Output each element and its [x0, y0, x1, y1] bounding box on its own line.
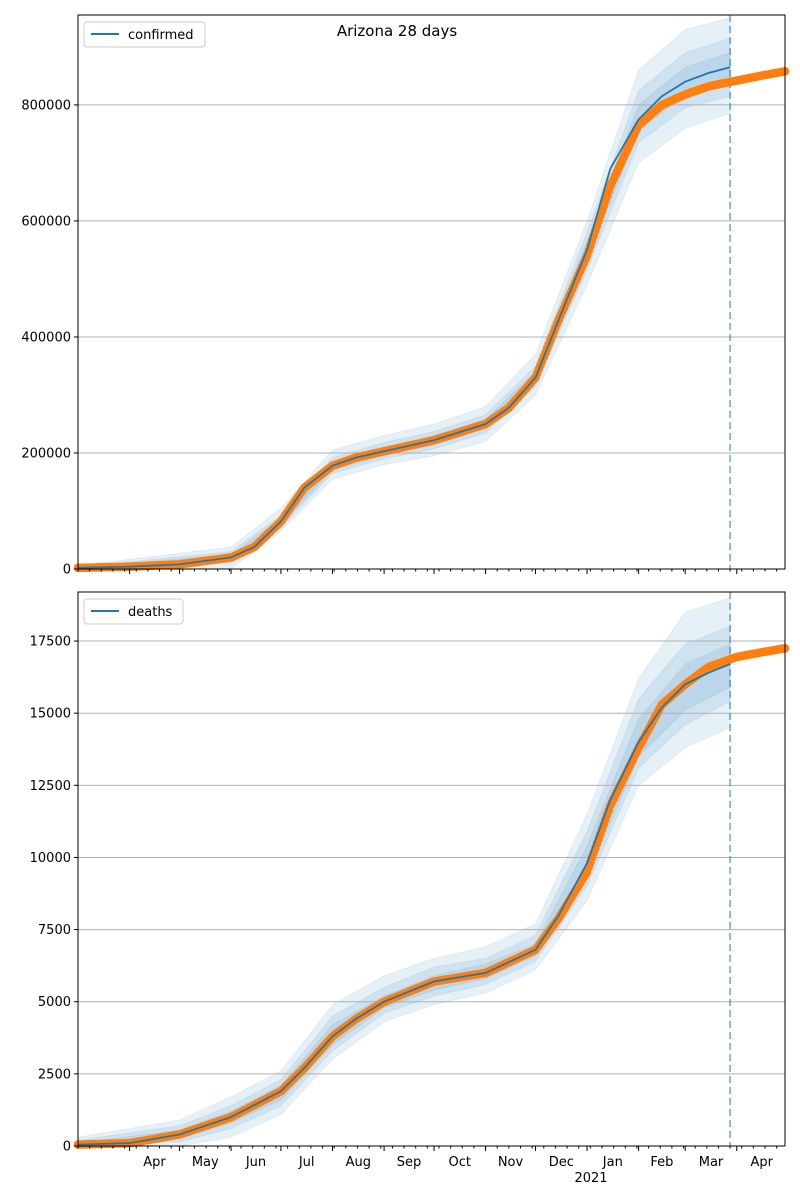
confirmed-gridlines — [78, 104, 785, 570]
y-tick-label: 800000 — [21, 98, 71, 113]
uncertainty-band-2 — [77, 643, 731, 1146]
x-tick-label: Feb — [650, 1155, 673, 1170]
uncertainty-band-0 — [77, 17, 731, 570]
y-tick-label: 15000 — [30, 707, 71, 722]
y-tick-label: 10000 — [30, 851, 71, 866]
confirmed-axes-frame — [77, 14, 786, 570]
deaths-x-ticks: Apr May Jun Jul Aug Sep Oct Nov Dec Jan Feb Mar Apr — [77, 1146, 778, 1170]
x-tick-label: Jan — [602, 1155, 623, 1170]
y-tick-label: 7500 — [38, 923, 71, 938]
deaths-axes-frame — [77, 591, 786, 1147]
legend-label: confirmed — [128, 28, 194, 43]
uncertainty-band-1 — [77, 37, 731, 569]
confirmed-legend: confirmed — [83, 21, 206, 48]
y-tick-label: 17500 — [30, 635, 71, 650]
deaths-y-ticks: 0 2500 5000 7500 10000 12500 15000 17500 — [30, 635, 78, 1155]
y-tick-label: 400000 — [21, 330, 71, 345]
legend-label: deaths — [128, 605, 173, 620]
confirmed-uncertainty-bands — [77, 17, 731, 570]
x-tick-label: Apr — [750, 1155, 773, 1170]
legend-box — [83, 21, 206, 48]
x-tick-label: May — [192, 1155, 219, 1170]
y-tick-label: 12500 — [30, 779, 71, 794]
legend-box — [83, 598, 184, 625]
series-line-confirmed — [77, 66, 731, 569]
confirmed-observed-points — [73, 67, 790, 573]
confirmed-x-ticks — [77, 569, 778, 574]
figure-title: Arizona 28 days — [337, 22, 458, 40]
deaths-legend: deaths — [83, 598, 184, 625]
deaths-model-line — [77, 663, 731, 1146]
confirmed-y-ticks: 0 200000 400000 600000 800000 — [21, 98, 78, 578]
confirmed-model-line — [77, 66, 731, 569]
x-tick-label: Jul — [298, 1155, 315, 1170]
x-tick-label: Apr — [143, 1155, 166, 1170]
x-tick-label: Nov — [498, 1155, 524, 1170]
y-tick-label: 0 — [63, 1140, 71, 1155]
uncertainty-band-0 — [77, 597, 731, 1147]
y-tick-label: 200000 — [21, 446, 71, 461]
y-tick-label: 5000 — [38, 995, 71, 1010]
x-tick-label: Dec — [549, 1155, 574, 1170]
series-line-deaths — [77, 663, 731, 1146]
x-tick-label: Aug — [346, 1155, 371, 1170]
deaths-panel: 0 2500 5000 7500 10000 12500 15000 17500 Apr May… — [30, 591, 790, 1186]
x-tick-label: Mar — [699, 1155, 724, 1170]
y-tick-label: 0 — [63, 563, 71, 578]
y-tick-label: 600000 — [21, 214, 71, 229]
x-tick-label: Jun — [245, 1155, 266, 1170]
uncertainty-band-1 — [77, 625, 731, 1147]
deaths-uncertainty-bands — [77, 597, 731, 1147]
x-tick-label: Sep — [397, 1155, 422, 1170]
year-label: 2021 — [574, 1171, 607, 1186]
x-tick-label: Oct — [449, 1155, 471, 1170]
y-tick-label: 2500 — [38, 1067, 71, 1082]
confirmed-panel: 0 200000 400000 600000 800000 confirmed — [21, 14, 790, 578]
